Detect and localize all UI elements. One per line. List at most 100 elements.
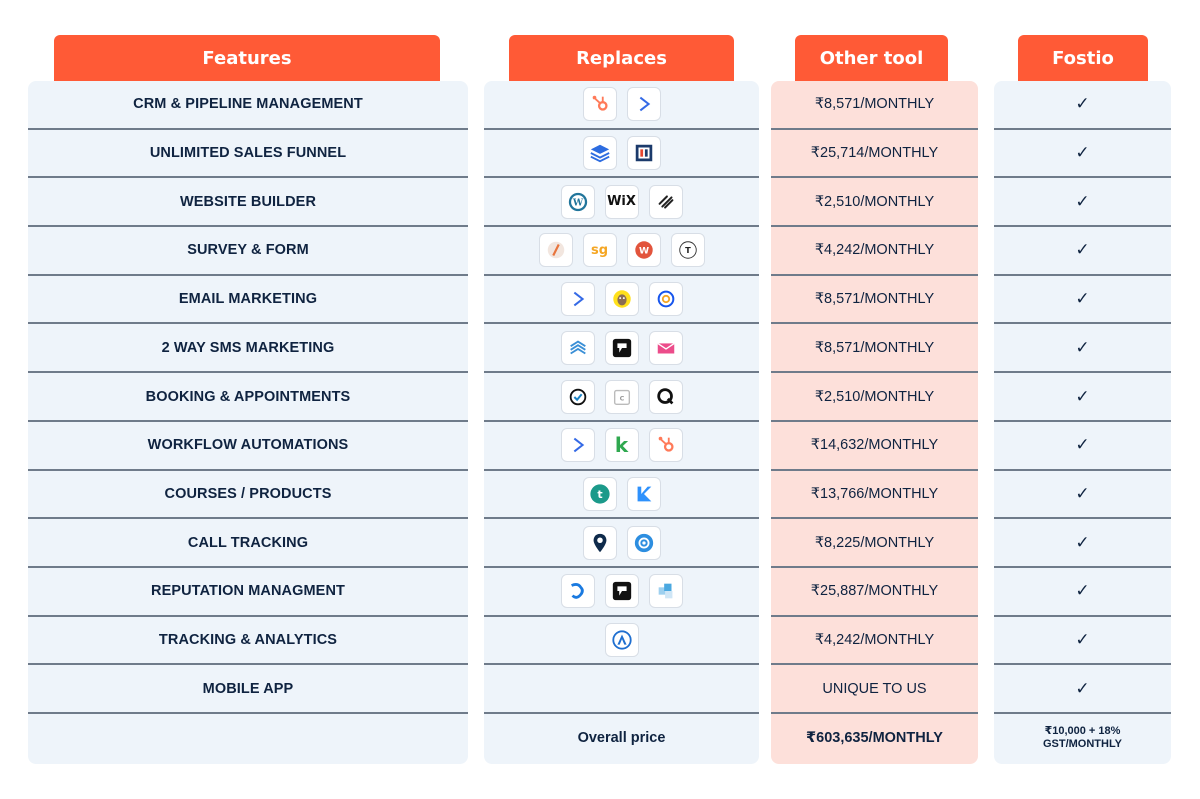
- analytics-logo: [604, 623, 639, 658]
- q-logo: [648, 379, 683, 414]
- fostio-row: ✓: [994, 178, 1171, 228]
- replaced-tools-logos: [604, 623, 639, 658]
- other-tool-price: ₹2,510/MONTHLY: [814, 193, 935, 210]
- feature-label: BOOKING & APPOINTMENTS: [145, 388, 351, 405]
- fostio-row: ✓: [994, 519, 1171, 568]
- fostio-row: ✓: [994, 665, 1171, 715]
- feature-row: REPUTATION MANAGMENT: [28, 568, 468, 617]
- checkmark-icon: ✓: [1075, 289, 1090, 309]
- replaced-tools-logos: [582, 525, 661, 560]
- checkmark-icon: ✓: [1075, 240, 1090, 260]
- replaces-row: [484, 81, 759, 130]
- feature-label: SURVEY & FORM: [187, 242, 309, 259]
- other-tool-total: ₹603,635/MONTHLY: [806, 730, 943, 747]
- fostio-row: ✓: [994, 422, 1171, 471]
- activecampaign-logo: [626, 87, 661, 122]
- replaces-row: [484, 617, 759, 666]
- other-tool-price-row: ₹2,510/MONTHLY: [771, 178, 978, 228]
- fostio-row: ✓: [994, 471, 1171, 520]
- fostio-row: ✓: [994, 617, 1171, 666]
- checkmark-icon: ✓: [1075, 337, 1090, 357]
- callrail-logo: [582, 525, 617, 560]
- layers-logo: [560, 330, 595, 365]
- other-tool-price: ₹4,242/MONTHLY: [814, 242, 935, 259]
- svg-text:T: T: [685, 246, 691, 256]
- podium-logo: [604, 330, 639, 365]
- replaces-row: W WiX: [484, 178, 759, 228]
- replaces-row: [484, 325, 759, 374]
- keap-logo: k: [604, 428, 639, 463]
- other-tool-price: ₹8,571/MONTHLY: [814, 96, 935, 113]
- squarespace-logo: [648, 184, 683, 219]
- totals-other-row: ₹603,635/MONTHLY: [771, 714, 978, 763]
- feature-row: COURSES / PRODUCTS: [28, 471, 468, 520]
- surveygizmo-logo: sg: [582, 233, 617, 268]
- feature-label: TRACKING & ANALYTICS: [158, 632, 338, 649]
- checkmark-icon: ✓: [1075, 581, 1090, 601]
- replaces-row: t: [484, 471, 759, 520]
- fostio-total-line2: GST/MONTHLY: [1042, 738, 1123, 751]
- feature-row: SURVEY & FORM: [28, 227, 468, 276]
- stack-logo: [582, 136, 617, 171]
- header-replaces: Replaces: [509, 35, 734, 81]
- feature-row: UNLIMITED SALES FUNNEL: [28, 130, 468, 179]
- other-tool-price: UNIQUE TO US: [822, 680, 927, 697]
- mailchimp-logo: [604, 282, 639, 317]
- feature-label: REPUTATION MANAGMENT: [151, 583, 345, 600]
- header-features: Features: [54, 35, 440, 81]
- replaces-row: k: [484, 422, 759, 471]
- feature-label: 2 WAY SMS MARKETING: [161, 339, 335, 356]
- other-tool-price-row: ₹25,714/MONTHLY: [771, 130, 978, 179]
- reputation-logo: [648, 574, 683, 609]
- birdeye-logo: [560, 574, 595, 609]
- feature-label: MOBILE APP: [202, 680, 294, 697]
- checkmark-icon: ✓: [1075, 630, 1090, 650]
- feature-label: WORKFLOW AUTOMATIONS: [147, 437, 349, 454]
- feature-row: WORKFLOW AUTOMATIONS: [28, 422, 468, 471]
- feature-label: UNLIMITED SALES FUNNEL: [149, 145, 347, 162]
- svg-text:C: C: [619, 394, 624, 402]
- other-tool-price: ₹2,510/MONTHLY: [814, 388, 935, 405]
- other-tool-price: ₹8,571/MONTHLY: [814, 291, 935, 308]
- other-tool-price-row: ₹13,766/MONTHLY: [771, 471, 978, 520]
- other-tool-price-row: ₹8,571/MONTHLY: [771, 276, 978, 325]
- replaces-row: [484, 568, 759, 617]
- fostio-row: ✓: [994, 276, 1171, 325]
- fostio-row: ✓: [994, 227, 1171, 276]
- fostio-row: ✓: [994, 130, 1171, 179]
- totals-fostio-row: ₹10,000 + 18% GST/MONTHLY: [994, 714, 1171, 763]
- feature-label: EMAIL MARKETING: [178, 291, 318, 308]
- fostio-row: ✓: [994, 568, 1171, 617]
- other-tool-price: ₹13,766/MONTHLY: [810, 485, 939, 502]
- teachable-logo: t: [582, 476, 617, 511]
- fostio-row: ✓: [994, 81, 1171, 130]
- totals-label-row: Overall price: [484, 714, 759, 763]
- replaces-row: [484, 519, 759, 568]
- other-tool-price-row: ₹4,242/MONTHLY: [771, 227, 978, 276]
- replaced-tools-logos: sg W T: [538, 233, 705, 268]
- replaced-tools-logos: [582, 87, 661, 122]
- checkmark-icon: ✓: [1075, 678, 1090, 698]
- feature-row: WEBSITE BUILDER: [28, 178, 468, 228]
- other-tool-price: ₹8,225/MONTHLY: [814, 534, 935, 551]
- overall-price-label: Overall price: [577, 730, 666, 747]
- replaces-row: [484, 665, 759, 715]
- other-tool-price: ₹25,714/MONTHLY: [810, 145, 939, 162]
- feature-row: EMAIL MARKETING: [28, 276, 468, 325]
- checkmark-icon: ✓: [1075, 143, 1090, 163]
- other-tool-price-row: ₹25,887/MONTHLY: [771, 568, 978, 617]
- feature-label: CALL TRACKING: [187, 534, 309, 551]
- replaced-tools-logos: [560, 282, 683, 317]
- other-tool-column: ₹8,571/MONTHLY ₹25,714/MONTHLY ₹2,510/MONT…: [771, 81, 978, 764]
- other-tool-price: ₹25,887/MONTHLY: [810, 583, 939, 600]
- hubspot-logo: [582, 87, 617, 122]
- other-tool-price: ₹14,632/MONTHLY: [810, 437, 939, 454]
- podium-logo: [604, 574, 639, 609]
- other-tool-price: ₹4,242/MONTHLY: [814, 632, 935, 649]
- checkmark-icon: ✓: [1075, 191, 1090, 211]
- clickfunnels-logo: [626, 136, 661, 171]
- replaced-tools-logos: [560, 574, 683, 609]
- activecampaign-logo: [560, 428, 595, 463]
- replaced-tools-logos: W WiX: [560, 184, 683, 219]
- replaces-row: sg W T: [484, 227, 759, 276]
